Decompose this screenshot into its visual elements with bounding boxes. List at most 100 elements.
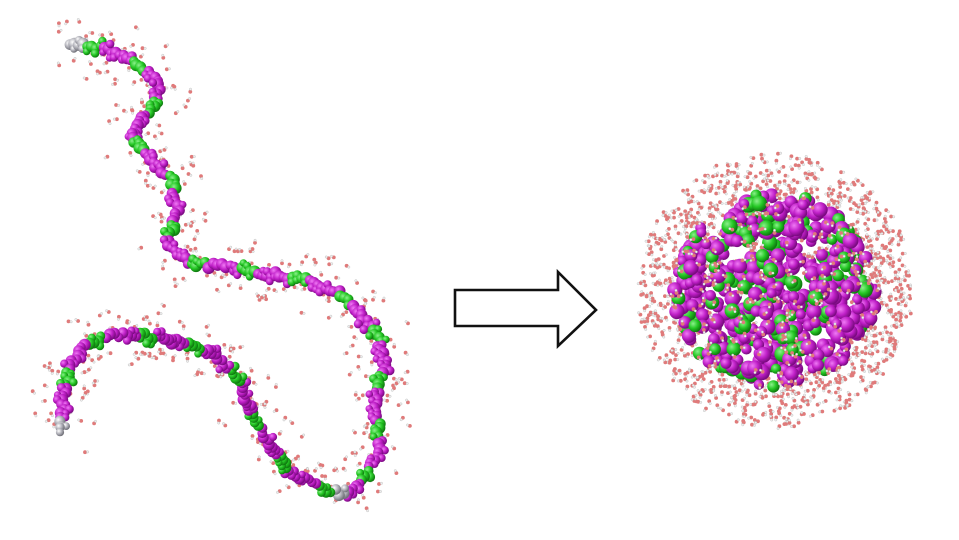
water-molecule-hydrogen [899, 309, 903, 313]
water-molecule-hydrogen [332, 500, 336, 504]
water-molecule-hydrogen [876, 250, 880, 254]
water-molecule-hydrogen [862, 375, 866, 379]
water-molecule-hydrogen [843, 231, 847, 234]
water-molecule-hydrogen [192, 219, 196, 223]
water-molecule-hydrogen [790, 313, 794, 317]
water-molecule-hydrogen [399, 418, 403, 422]
water-molecule-hydrogen [805, 342, 809, 346]
water-molecule-hydrogen [662, 358, 666, 362]
water-molecule-oxygen [647, 252, 651, 256]
water-molecule-oxygen [96, 356, 101, 361]
water-molecule-hydrogen [652, 321, 656, 325]
water-molecule-hydrogen [706, 230, 710, 233]
magenta-bead [797, 199, 809, 211]
water-molecule-hydrogen [833, 322, 837, 326]
water-molecule-hydrogen [882, 222, 885, 225]
water-molecule-oxygen [793, 163, 798, 168]
water-molecule-hydrogen [833, 381, 836, 385]
water-molecule-hydrogen [221, 273, 225, 277]
water-molecule-hydrogen [127, 69, 131, 73]
water-molecule-hydrogen [861, 209, 865, 213]
water-molecule-oxygen [745, 175, 750, 180]
water-molecule-hydrogen [652, 230, 655, 234]
water-molecule-hydrogen [161, 264, 165, 268]
water-molecule-hydrogen [892, 215, 896, 219]
water-molecule-hydrogen [736, 393, 740, 397]
water-molecule-hydrogen [870, 333, 873, 337]
water-molecule-hydrogen [56, 61, 60, 65]
water-molecule-oxygen [145, 315, 149, 320]
water-molecule-hydrogen [816, 386, 819, 390]
water-molecule-hydrogen [850, 399, 854, 403]
water-molecule-hydrogen [740, 240, 744, 244]
water-molecule-hydrogen [803, 397, 807, 401]
water-molecule-hydrogen [280, 259, 284, 263]
water-molecule-hydrogen [708, 402, 712, 405]
water-molecule-hydrogen [791, 354, 795, 357]
water-molecule-hydrogen [708, 184, 712, 188]
water-molecule-hydrogen [348, 345, 352, 348]
water-molecule-oxygen [855, 210, 860, 215]
water-molecule-hydrogen [161, 260, 165, 264]
water-molecule-hydrogen [648, 294, 651, 298]
water-molecule-hydrogen [859, 212, 862, 216]
water-molecule-hydrogen [785, 183, 788, 187]
water-molecule-hydrogen [677, 269, 681, 272]
water-molecule-hydrogen [654, 339, 657, 343]
water-molecule-oxygen [257, 298, 262, 302]
water-molecule-hydrogen [147, 319, 151, 323]
water-molecule-hydrogen [779, 374, 783, 378]
water-molecule-hydrogen [83, 332, 87, 336]
water-molecule-hydrogen [357, 367, 361, 371]
water-molecule-hydrogen [849, 182, 853, 186]
water-molecule-hydrogen [674, 227, 677, 231]
water-molecule-hydrogen [188, 160, 192, 164]
water-molecule-oxygen [689, 224, 694, 229]
water-molecule-hydrogen [823, 279, 826, 283]
water-molecule-hydrogen [659, 263, 663, 267]
water-molecule-oxygen [812, 388, 816, 392]
water-molecule-hydrogen [764, 410, 768, 414]
water-molecule-hydrogen [779, 166, 783, 170]
water-molecule-hydrogen [790, 180, 794, 184]
water-molecule-hydrogen [887, 348, 891, 352]
water-molecule-hydrogen [678, 221, 682, 225]
water-molecule-oxygen [643, 325, 647, 329]
water-molecule-hydrogen [810, 164, 813, 167]
water-molecule-oxygen [172, 277, 177, 282]
water-molecule-oxygen [171, 358, 175, 363]
water-molecule-hydrogen [804, 380, 808, 384]
water-molecule-hydrogen [173, 280, 177, 284]
water-molecule-hydrogen [717, 269, 720, 272]
water-molecule-hydrogen [189, 87, 192, 91]
water-molecule-hydrogen [804, 401, 808, 405]
water-molecule-hydrogen [749, 224, 753, 228]
water-molecule-hydrogen [76, 18, 80, 21]
water-molecule-hydrogen [787, 395, 790, 399]
water-molecule-hydrogen [50, 371, 54, 375]
water-molecule-hydrogen [165, 86, 169, 90]
water-molecule-hydrogen [367, 374, 370, 378]
water-molecule-hydrogen [707, 176, 711, 180]
water-molecule-oxygen [344, 351, 349, 355]
water-molecule-hydrogen [669, 238, 673, 242]
water-molecule-hydrogen [728, 227, 732, 231]
water-molecule-hydrogen [87, 356, 91, 360]
water-molecule-oxygen [79, 419, 84, 423]
water-molecule-hydrogen [867, 367, 870, 371]
water-molecule-hydrogen [906, 295, 910, 299]
water-molecule-hydrogen [804, 174, 807, 178]
water-molecule-hydrogen [782, 197, 786, 201]
water-molecule-hydrogen [781, 320, 784, 324]
water-molecule-hydrogen [826, 245, 830, 249]
water-molecule-hydrogen [854, 251, 858, 255]
water-molecule-hydrogen [863, 370, 866, 373]
water-molecule-hydrogen [96, 354, 100, 358]
water-molecule-hydrogen [96, 72, 99, 76]
water-molecule-hydrogen [139, 352, 142, 356]
water-molecule-hydrogen [201, 217, 205, 221]
water-molecule-hydrogen [814, 185, 817, 189]
water-molecule-hydrogen [652, 271, 655, 275]
water-molecule-hydrogen [710, 224, 713, 228]
water-molecule-oxygen [108, 351, 113, 356]
